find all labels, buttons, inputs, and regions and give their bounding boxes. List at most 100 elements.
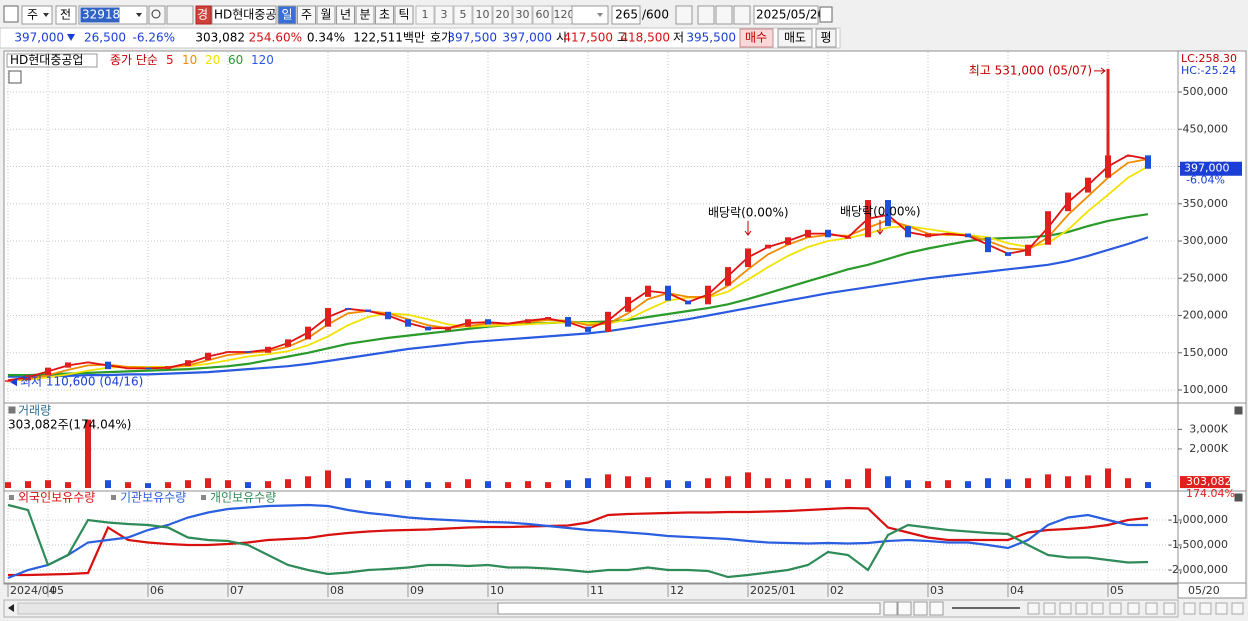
volume-bar <box>965 481 971 488</box>
nav-btn[interactable] <box>929 601 944 616</box>
candle <box>465 319 471 327</box>
candle <box>805 229 811 238</box>
volume-bar <box>5 482 11 488</box>
dropdown-arrow <box>43 13 49 17</box>
minute-btn[interactable] <box>492 5 513 25</box>
minute-btn[interactable] <box>512 5 533 25</box>
volume-bar <box>1125 478 1131 488</box>
interval-btn[interactable] <box>297 5 316 25</box>
legend-swatch <box>201 495 206 500</box>
tool-btn[interactable] <box>715 5 733 25</box>
tool-icon[interactable] <box>1127 602 1140 615</box>
calendar-btn[interactable] <box>819 6 833 23</box>
avg-btn[interactable] <box>815 28 837 48</box>
panel-close[interactable] <box>1234 406 1243 415</box>
search-btn[interactable] <box>148 5 166 25</box>
icon[interactable] <box>3 5 19 23</box>
minute-btn[interactable] <box>472 5 493 25</box>
interval-btn[interactable] <box>316 5 336 25</box>
scroll-thumb[interactable] <box>497 602 881 615</box>
interval-btn[interactable] <box>375 5 394 25</box>
tool-icon[interactable] <box>1075 602 1088 615</box>
candle <box>365 309 371 312</box>
minute-btn[interactable] <box>434 5 454 25</box>
tool-icon[interactable] <box>1091 602 1104 615</box>
volume-bar <box>525 481 531 488</box>
avg-button[interactable]: 평 <box>820 31 831 45</box>
candle <box>305 326 311 340</box>
count-box[interactable] <box>611 5 641 25</box>
sound-btn[interactable] <box>166 5 194 25</box>
minute-btn[interactable] <box>453 5 473 25</box>
mode-select[interactable] <box>55 5 77 25</box>
tool-icon[interactable] <box>1145 602 1158 615</box>
code-highlight <box>80 7 120 23</box>
tool-icon[interactable] <box>1163 602 1176 615</box>
date-box[interactable] <box>753 5 819 25</box>
candle <box>485 319 491 325</box>
candle <box>165 366 171 370</box>
candle <box>505 322 511 325</box>
tool-icon[interactable] <box>1043 602 1056 615</box>
volume-bar <box>925 481 931 488</box>
minute: 30 <box>516 8 530 21</box>
nav-btn[interactable] <box>913 601 928 616</box>
minute-btn[interactable] <box>532 5 553 25</box>
volume-bar <box>425 482 431 488</box>
period-select[interactable] <box>21 5 53 25</box>
volume-bar <box>245 482 251 488</box>
tool-icon[interactable] <box>1199 602 1212 615</box>
y-tick-label: 450,000 <box>1183 122 1229 135</box>
volume-bar <box>105 480 111 488</box>
volume-bar <box>1145 482 1151 488</box>
volume-bar <box>725 476 731 488</box>
sell-button[interactable]: 매도 <box>784 31 806 45</box>
candle <box>145 367 151 370</box>
x-tick-label: 09 <box>410 584 424 597</box>
minute-btn[interactable] <box>415 5 435 25</box>
candle <box>585 326 591 332</box>
minute: 120 <box>554 8 575 21</box>
nav-btn[interactable] <box>897 601 912 616</box>
quote-ask-label: 호가 <box>430 31 452 45</box>
interval-btn[interactable] <box>336 5 355 25</box>
volume-bar <box>645 477 651 488</box>
tool-icon[interactable] <box>1183 602 1196 615</box>
line-series <box>7 154 1149 382</box>
minute: 5 <box>460 8 467 21</box>
tool-btn[interactable] <box>675 5 693 25</box>
interval-btn[interactable] <box>355 5 375 25</box>
panel-close[interactable] <box>1234 493 1243 502</box>
interval: 초 <box>379 8 390 22</box>
tool-icon[interactable] <box>1059 602 1072 615</box>
candle <box>445 326 451 331</box>
buy-button[interactable]: 매수 <box>745 31 767 45</box>
tool-icon[interactable] <box>1109 602 1122 615</box>
nav-btn[interactable] <box>883 601 898 616</box>
last-date: 05/20 <box>1188 584 1220 597</box>
candle <box>905 226 911 238</box>
tool-btn[interactable] <box>697 5 715 25</box>
interval-btn[interactable] <box>394 5 414 25</box>
high-annotation: 최고 531,000 (05/07) <box>969 63 1092 77</box>
tool-icon[interactable] <box>1027 602 1040 615</box>
candle <box>225 351 231 353</box>
buy-btn[interactable] <box>739 28 774 48</box>
y-tick-label: 200,000 <box>1183 309 1229 322</box>
candle <box>65 362 71 368</box>
line-series <box>8 506 1149 577</box>
mode: 전 <box>60 8 71 22</box>
y-tick-label: 2,000K <box>1189 442 1228 455</box>
candle <box>825 229 831 238</box>
combo[interactable] <box>571 5 609 25</box>
tool-btn[interactable] <box>733 5 751 25</box>
sell-btn[interactable] <box>777 28 813 48</box>
quote-low: 395,500 <box>686 31 736 45</box>
tool-icon[interactable] <box>1215 602 1228 615</box>
interval-btn[interactable] <box>277 5 297 25</box>
volume-bar <box>405 480 411 488</box>
candle <box>85 361 91 364</box>
quote-change: 26,500 <box>84 31 126 45</box>
calc-icon[interactable] <box>8 70 22 84</box>
tool-icon[interactable] <box>1231 602 1244 615</box>
